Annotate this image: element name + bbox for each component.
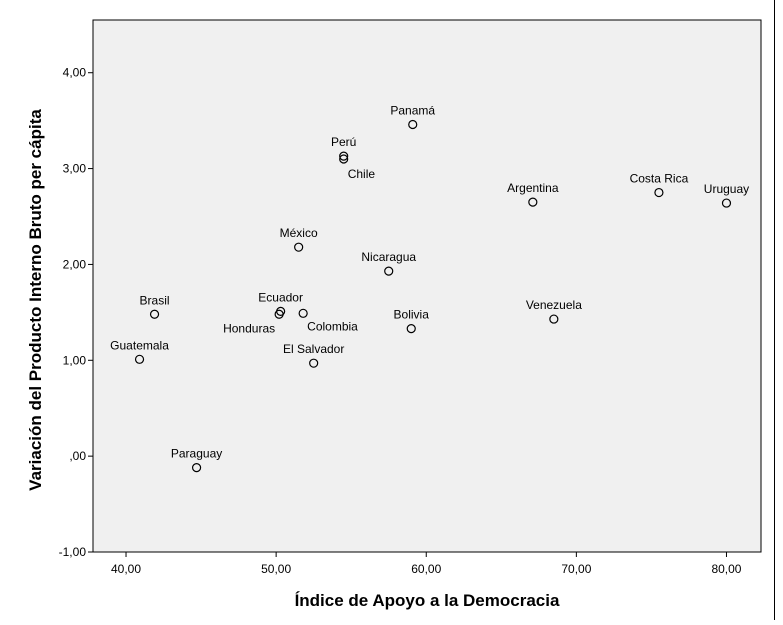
data-point-label: México <box>280 226 318 240</box>
data-point <box>339 151 349 161</box>
y-tick-label: 4,00 <box>63 66 87 80</box>
data-point <box>298 308 308 318</box>
data-point-label: Perú <box>331 135 356 149</box>
data-point <box>191 463 202 473</box>
right-border-line <box>774 0 775 620</box>
data-point-label: Colombia <box>307 319 358 333</box>
data-point <box>549 314 559 324</box>
data-point-label: Paraguay <box>171 447 222 461</box>
data-point <box>294 242 304 252</box>
data-point-label: Uruguay <box>704 182 749 196</box>
data-point <box>274 309 284 319</box>
x-tick-label: 70,00 <box>561 562 591 576</box>
data-point <box>149 309 160 319</box>
data-point <box>528 197 538 207</box>
y-axis: -1,00 ,00 1,00 2,00 3,00 4,00 <box>59 66 93 559</box>
data-point-label: Costa Rica <box>630 172 689 186</box>
data-point-label: Argentina <box>507 181 559 195</box>
data-point-label: Chile <box>348 167 376 181</box>
data-point-label: Panamá <box>390 103 435 117</box>
plot-area <box>92 19 762 553</box>
data-point <box>654 187 664 198</box>
y-tick-label: 1,00 <box>63 353 87 367</box>
x-tick-label: 50,00 <box>261 562 291 576</box>
y-tick-label: ,00 <box>69 449 86 463</box>
data-point-label: Ecuador <box>258 290 303 304</box>
y-tick-label: 3,00 <box>63 162 87 176</box>
data-point-label: Brasil <box>140 293 170 307</box>
data-point <box>384 266 394 276</box>
data-point <box>309 358 319 368</box>
data-point <box>721 198 732 208</box>
data-point-label: Bolivia <box>394 308 430 322</box>
y-axis-label: Variación del Producto Interno Bruto per… <box>26 109 45 491</box>
x-axis: 40,00 50,00 60,00 70,00 80,00 <box>111 552 742 576</box>
data-points: Panamá Perú Chile Argentina Costa Rica Urugua… <box>110 103 749 473</box>
data-point-label: Nicaragua <box>361 250 416 264</box>
x-tick-label: 80,00 <box>711 562 741 576</box>
data-point <box>134 354 145 364</box>
y-tick-label: 2,00 <box>63 257 87 271</box>
data-point-label: El Salvador <box>283 342 344 356</box>
data-point <box>408 119 418 130</box>
data-point-label: Honduras <box>223 321 275 335</box>
x-tick-label: 60,00 <box>411 562 441 576</box>
data-point <box>406 324 416 334</box>
data-point <box>339 154 349 164</box>
data-point-label: Guatemala <box>110 338 169 352</box>
x-tick-label: 40,00 <box>111 562 141 576</box>
x-axis-label: Índice de Apoyo a la Democracia <box>295 591 560 610</box>
y-tick-label: -1,00 <box>59 545 87 559</box>
data-point-label: Venezuela <box>526 298 582 312</box>
